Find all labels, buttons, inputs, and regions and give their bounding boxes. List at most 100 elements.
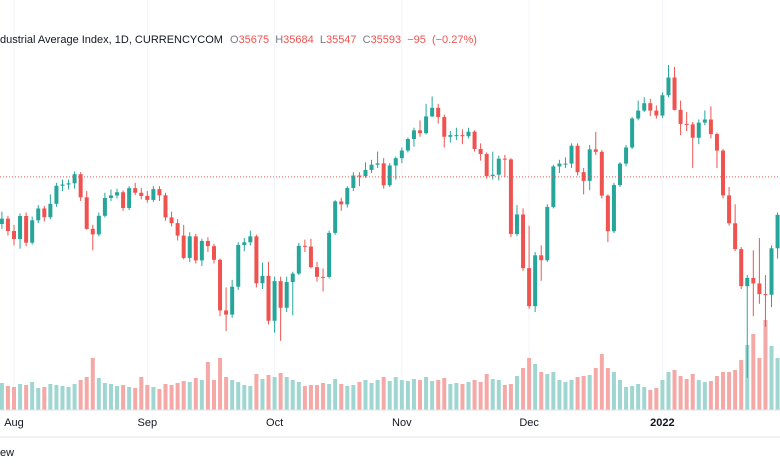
volume-bar bbox=[775, 358, 780, 410]
candle-body bbox=[127, 188, 132, 209]
volume-bar bbox=[36, 388, 41, 410]
candle-body bbox=[545, 206, 550, 261]
candle-body bbox=[690, 124, 695, 138]
volume-bar bbox=[175, 383, 180, 410]
volume-bar bbox=[484, 374, 489, 410]
candle-body bbox=[187, 236, 192, 258]
candle-body bbox=[678, 109, 683, 124]
volume-bar bbox=[387, 381, 392, 410]
candle-body bbox=[502, 158, 507, 160]
candle-body bbox=[102, 198, 107, 216]
volume-bar bbox=[0, 383, 4, 410]
candle-body bbox=[363, 169, 368, 177]
candle-body bbox=[230, 286, 235, 315]
volume-bar bbox=[42, 387, 47, 410]
volume-bar bbox=[351, 385, 356, 410]
volume-bar bbox=[60, 386, 65, 410]
candle-body bbox=[466, 131, 471, 137]
volume-bar bbox=[78, 380, 83, 410]
toolbar-label[interactable]: ew bbox=[0, 447, 14, 459]
change-pct: (−0.27%) bbox=[432, 34, 477, 46]
volume-bar bbox=[48, 384, 53, 410]
candle-body bbox=[551, 166, 556, 207]
candle-body bbox=[527, 268, 532, 307]
volume-bar bbox=[418, 380, 423, 410]
volume-pane bbox=[0, 320, 780, 410]
candle-body bbox=[42, 208, 47, 218]
volume-bar bbox=[145, 385, 150, 410]
volume-bar bbox=[569, 380, 574, 410]
candle-body bbox=[472, 131, 477, 150]
volume-bar bbox=[545, 374, 550, 410]
candle-body bbox=[769, 248, 774, 295]
volume-bar bbox=[466, 382, 471, 410]
candle-body bbox=[490, 174, 495, 177]
volume-bar bbox=[690, 374, 695, 410]
volume-bar bbox=[611, 372, 616, 410]
volume-bar bbox=[163, 384, 168, 410]
candle-body bbox=[630, 118, 635, 148]
header: dustrial Average Index, 1D, CURRENCYCOM … bbox=[0, 34, 477, 46]
candle-body bbox=[218, 259, 223, 311]
volume-bar bbox=[490, 379, 495, 410]
candle-body bbox=[199, 240, 204, 261]
volume-bar bbox=[345, 386, 350, 410]
candle-body bbox=[96, 215, 101, 235]
candle-body bbox=[696, 122, 701, 138]
candle-body bbox=[666, 77, 671, 96]
volume-bar bbox=[187, 382, 192, 410]
grid bbox=[13, 0, 663, 410]
candle-body bbox=[205, 240, 210, 247]
candle-body bbox=[508, 159, 513, 234]
volume-bar bbox=[472, 380, 477, 410]
candle-body bbox=[115, 192, 120, 196]
volume-bar bbox=[678, 376, 683, 410]
volume-bar bbox=[102, 383, 107, 410]
volume-bar bbox=[533, 364, 538, 410]
candle-body bbox=[78, 174, 83, 198]
candle-body bbox=[654, 110, 659, 116]
volume-bar bbox=[363, 380, 368, 410]
volume-bar bbox=[460, 384, 465, 410]
candle-body bbox=[248, 236, 253, 243]
candle-body bbox=[478, 149, 483, 154]
candle-body bbox=[714, 134, 719, 151]
volume-bar bbox=[369, 383, 374, 410]
candle-body bbox=[84, 197, 89, 229]
candle-body bbox=[430, 107, 435, 117]
volume-bar bbox=[727, 372, 732, 410]
volume-bar bbox=[266, 375, 271, 410]
volume-bar bbox=[672, 370, 677, 410]
candle-body bbox=[272, 281, 277, 321]
candle-body bbox=[381, 163, 386, 186]
volume-bar bbox=[139, 377, 144, 410]
volume-bar bbox=[96, 378, 101, 410]
volume-bar bbox=[399, 380, 404, 410]
volume-bar bbox=[90, 358, 95, 410]
candle-body bbox=[5, 218, 10, 232]
candle-body bbox=[302, 245, 307, 247]
candle-body bbox=[290, 273, 295, 283]
candle-body bbox=[30, 220, 35, 243]
volume-bar bbox=[199, 380, 204, 410]
volume-bar bbox=[478, 382, 483, 410]
candle-body bbox=[236, 244, 241, 287]
volume-bar bbox=[605, 368, 610, 410]
volume-bar bbox=[224, 377, 229, 410]
candle-body bbox=[624, 147, 629, 164]
volume-bar bbox=[521, 368, 526, 410]
candle-body bbox=[369, 164, 374, 170]
volume-bar bbox=[442, 378, 447, 410]
candle-body bbox=[266, 275, 271, 321]
volume-bar bbox=[236, 382, 241, 410]
candle-body bbox=[484, 153, 489, 177]
candle-body bbox=[308, 246, 313, 268]
candle-body bbox=[569, 145, 574, 164]
candle-body bbox=[12, 231, 16, 239]
candle-body bbox=[708, 119, 713, 135]
candle-body bbox=[260, 275, 265, 284]
candle-body bbox=[163, 195, 168, 218]
candle-body bbox=[660, 95, 665, 116]
candle-body bbox=[454, 135, 459, 137]
